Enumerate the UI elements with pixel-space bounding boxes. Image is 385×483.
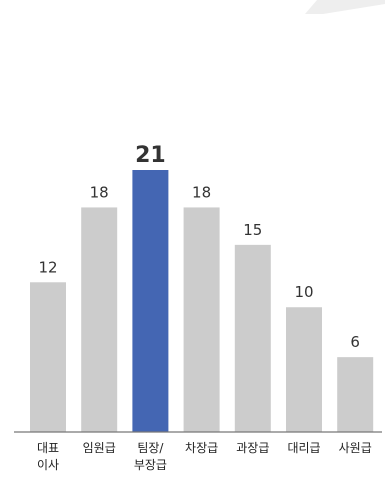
bars-group <box>30 170 374 432</box>
value-labels-group: 12 18 21 18 15 10 6 <box>38 143 360 351</box>
bar-0 <box>30 282 66 432</box>
category-label-5-line-0: 대리급 <box>287 441 320 455</box>
value-label-0: 12 <box>38 258 57 276</box>
category-label-2: 팀장/부장급 <box>134 441 167 472</box>
bar-2 <box>132 170 169 432</box>
category-label-5: 대리급 <box>287 441 320 455</box>
bar-3 <box>183 207 220 432</box>
value-label-5: 10 <box>294 283 313 301</box>
category-label-3: 차장급 <box>185 441 218 455</box>
value-label-2: 21 <box>135 143 166 168</box>
category-label-6: 사원급 <box>339 441 372 455</box>
bar-6 <box>337 357 374 432</box>
category-label-3-line-0: 차장급 <box>185 441 218 455</box>
value-label-3: 18 <box>192 183 211 201</box>
corner-decoration <box>305 0 385 14</box>
value-label-4: 15 <box>243 221 262 239</box>
category-label-2-line-1: 부장급 <box>134 458 167 472</box>
value-label-6: 6 <box>350 333 360 351</box>
category-label-4: 과장급 <box>236 441 269 455</box>
category-label-0-line-0: 대표 <box>37 441 59 455</box>
bar-5 <box>286 307 322 432</box>
bar-4 <box>234 244 271 432</box>
category-label-1: 임원급 <box>83 441 116 455</box>
bar-1 <box>81 207 118 432</box>
category-label-6-line-0: 사원급 <box>339 441 372 455</box>
category-label-0-line-1: 이사 <box>37 458 59 472</box>
category-label-1-line-0: 임원급 <box>83 441 116 455</box>
category-label-4-line-0: 과장급 <box>236 441 269 455</box>
value-label-1: 18 <box>90 183 109 201</box>
category-label-2-line-0: 팀장/ <box>137 441 164 455</box>
